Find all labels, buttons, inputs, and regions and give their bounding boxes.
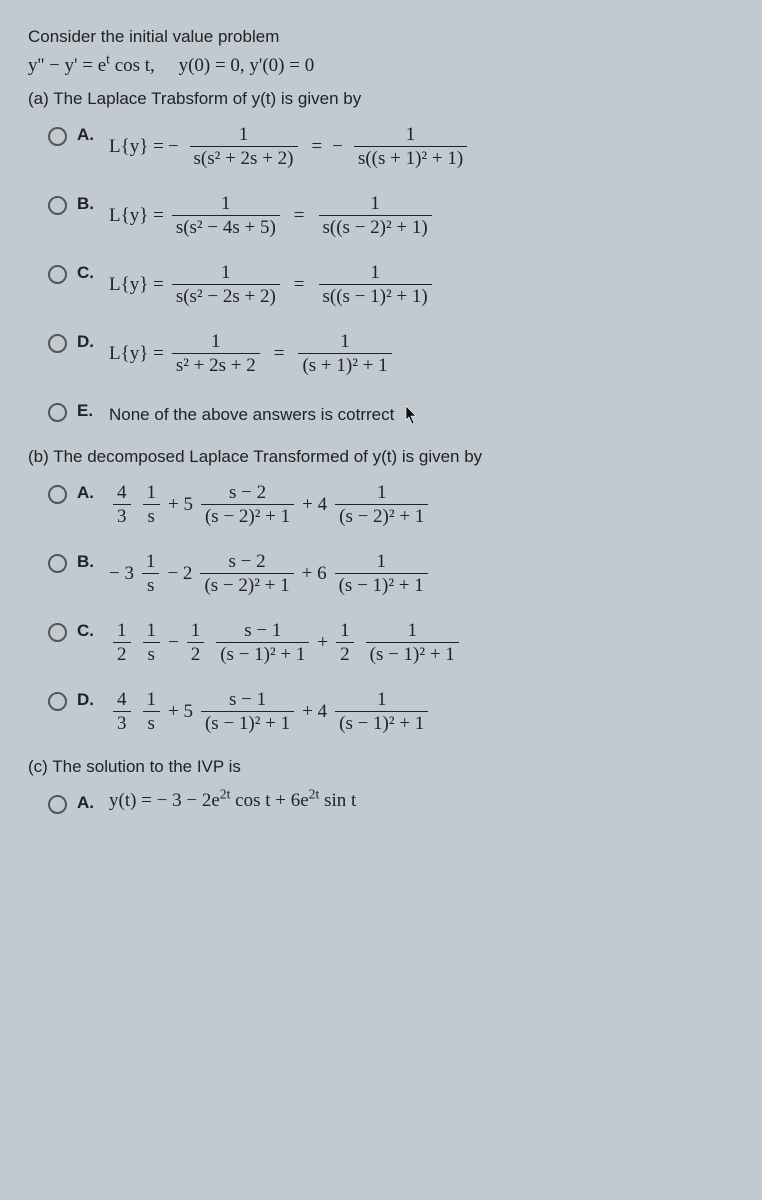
option-letter: C. (77, 261, 99, 283)
option-b-D[interactable]: D. 43 1s + 5 s − 1(s − 1)² + 1 + 4 1(s −… (48, 688, 734, 735)
option-letter: E. (77, 399, 99, 421)
question-page: Consider the initial value problem y'' −… (0, 0, 762, 866)
option-a-D[interactable]: D. L{y} = 1 s² + 2s + 2 = 1 (s + 1)² + 1 (48, 330, 734, 377)
part-b-options: A. 43 1s + 5 s − 2(s − 2)² + 1 + 4 1(s −… (48, 481, 734, 735)
radio-icon[interactable] (48, 127, 67, 146)
cursor-icon (405, 405, 419, 425)
radio-icon[interactable] (48, 403, 67, 422)
option-math: 12 1s − 12 s − 1(s − 1)² + 1 + 12 1(s − … (109, 619, 463, 666)
option-letter: A. (77, 123, 99, 145)
stem-equation: y'' − y' = et cos t, y(0) = 0, y'(0) = 0 (28, 56, 734, 75)
part-a-options: A. L{y} = − 1 s(s² + 2s + 2) = − 1 s((s … (48, 123, 734, 426)
radio-icon[interactable] (48, 623, 67, 642)
option-a-E[interactable]: E. None of the above answers is cotrrect (48, 399, 734, 426)
option-letter: D. (77, 688, 99, 710)
option-b-C[interactable]: C. 12 1s − 12 s − 1(s − 1)² + 1 + 12 1(s… (48, 619, 734, 666)
radio-icon[interactable] (48, 692, 67, 711)
radio-icon[interactable] (48, 265, 67, 284)
option-a-B[interactable]: B. L{y} = 1 s(s² − 4s + 5) = 1 s((s − 2)… (48, 192, 734, 239)
option-letter: D. (77, 330, 99, 352)
option-letter: A. (77, 481, 99, 503)
option-math: L{y} = 1 s² + 2s + 2 = 1 (s + 1)² + 1 (109, 330, 396, 377)
option-letter: B. (77, 192, 99, 214)
option-a-C[interactable]: C. L{y} = 1 s(s² − 2s + 2) = 1 s((s − 1)… (48, 261, 734, 308)
option-text: None of the above answers is cotrrect (109, 399, 419, 426)
radio-icon[interactable] (48, 334, 67, 353)
option-math: L{y} = − 1 s(s² + 2s + 2) = − 1 s((s + 1… (109, 123, 471, 170)
option-letter: A. (77, 791, 99, 813)
part-b-label: (b) The decomposed Laplace Transformed o… (28, 447, 734, 467)
question-stem: Consider the initial value problem y'' −… (28, 24, 734, 75)
stem-line1: Consider the initial value problem (28, 24, 734, 50)
radio-icon[interactable] (48, 196, 67, 215)
part-c-options: A. y(t) = − 3 − 2e2t cos t + 6e2t sin t (48, 791, 734, 814)
option-letter: C. (77, 619, 99, 641)
radio-icon[interactable] (48, 795, 67, 814)
option-b-A[interactable]: A. 43 1s + 5 s − 2(s − 2)² + 1 + 4 1(s −… (48, 481, 734, 528)
option-math: L{y} = 1 s(s² − 4s + 5) = 1 s((s − 2)² +… (109, 192, 436, 239)
option-math: 43 1s + 5 s − 2(s − 2)² + 1 + 4 1(s − 2)… (109, 481, 432, 528)
option-c-A[interactable]: A. y(t) = − 3 − 2e2t cos t + 6e2t sin t (48, 791, 734, 814)
part-c-label: (c) The solution to the IVP is (28, 757, 734, 777)
part-a-label: (a) The Laplace Trabsform of y(t) is giv… (28, 89, 734, 109)
option-b-B[interactable]: B. − 3 1s − 2 s − 2(s − 2)² + 1 + 6 1(s … (48, 550, 734, 597)
option-math: − 3 1s − 2 s − 2(s − 2)² + 1 + 6 1(s − 1… (109, 550, 432, 597)
option-a-A[interactable]: A. L{y} = − 1 s(s² + 2s + 2) = − 1 s((s … (48, 123, 734, 170)
option-math: y(t) = − 3 − 2e2t cos t + 6e2t sin t (109, 791, 356, 810)
option-math: L{y} = 1 s(s² − 2s + 2) = 1 s((s − 1)² +… (109, 261, 436, 308)
option-letter: B. (77, 550, 99, 572)
radio-icon[interactable] (48, 554, 67, 573)
option-math: 43 1s + 5 s − 1(s − 1)² + 1 + 4 1(s − 1)… (109, 688, 432, 735)
radio-icon[interactable] (48, 485, 67, 504)
